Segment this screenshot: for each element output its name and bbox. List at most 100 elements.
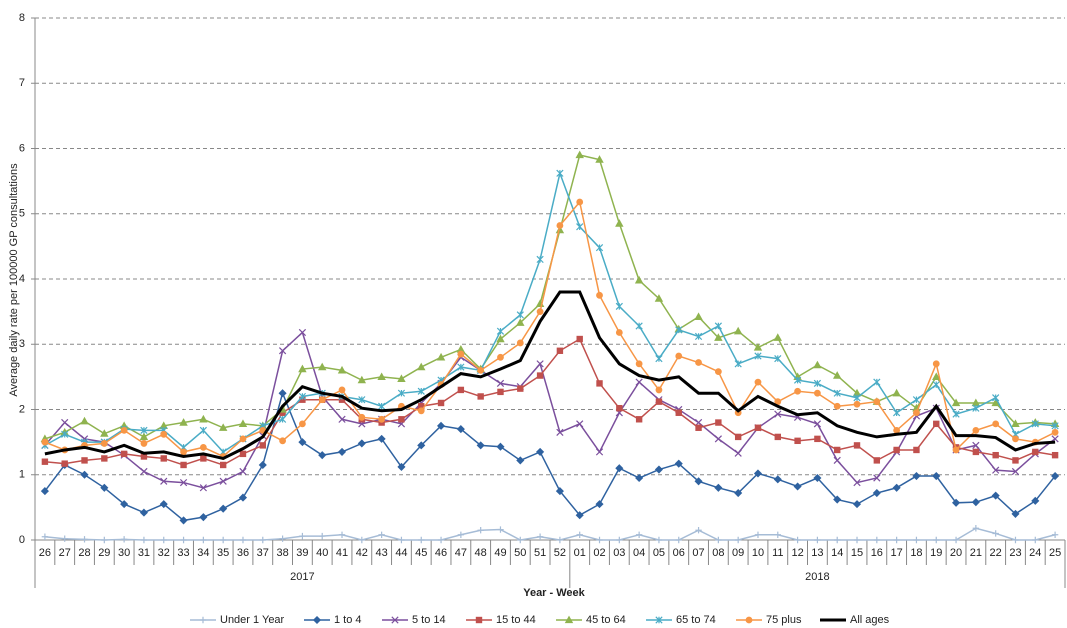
marker xyxy=(912,396,921,404)
marker xyxy=(437,421,446,430)
marker xyxy=(675,536,682,544)
marker xyxy=(140,467,148,476)
marker xyxy=(655,398,663,405)
marker xyxy=(556,222,564,229)
marker xyxy=(972,441,980,450)
marker xyxy=(616,404,623,412)
marker xyxy=(477,366,485,374)
marker xyxy=(338,531,346,538)
marker xyxy=(892,483,901,492)
line xyxy=(44,200,1056,458)
marker xyxy=(417,362,426,371)
marker xyxy=(160,455,167,462)
marker xyxy=(536,308,544,316)
marker xyxy=(199,414,208,423)
marker xyxy=(319,532,326,540)
marker xyxy=(913,536,920,544)
legend-label: Under 1 Year xyxy=(220,614,285,626)
marker xyxy=(555,487,564,496)
marker xyxy=(199,513,208,522)
x-tick-label: 34 xyxy=(197,547,209,559)
x-tick-label: 17 xyxy=(891,547,903,559)
line xyxy=(44,290,1056,461)
x-tick-label: 28 xyxy=(78,547,90,559)
x-tick-label: 48 xyxy=(475,547,487,559)
marker xyxy=(418,536,425,544)
line xyxy=(44,527,1056,541)
marker xyxy=(952,536,960,544)
marker xyxy=(391,616,399,624)
marker xyxy=(337,447,347,456)
marker xyxy=(180,536,187,544)
marker xyxy=(813,473,822,483)
x-tick-label: 27 xyxy=(59,547,71,559)
marker xyxy=(1031,496,1040,505)
x-tick-label: 35 xyxy=(217,547,229,559)
marker xyxy=(279,437,286,445)
marker xyxy=(834,446,841,454)
marker xyxy=(635,322,643,330)
marker xyxy=(457,350,465,358)
marker xyxy=(675,409,682,416)
marker xyxy=(298,392,307,401)
marker xyxy=(1012,435,1019,443)
x-tick-label: 37 xyxy=(257,547,269,559)
x-tick-label: 49 xyxy=(494,547,506,559)
marker xyxy=(675,352,683,360)
marker xyxy=(675,326,683,334)
marker xyxy=(100,440,108,447)
marker xyxy=(734,433,742,441)
marker xyxy=(714,333,723,341)
marker xyxy=(219,536,227,544)
x-tick-label: 19 xyxy=(930,547,942,559)
line xyxy=(44,331,1056,489)
marker xyxy=(299,532,306,540)
marker xyxy=(873,457,881,464)
marker xyxy=(417,441,426,450)
marker xyxy=(853,394,861,402)
x-tick-label: 39 xyxy=(296,547,308,559)
marker xyxy=(833,389,841,397)
marker xyxy=(852,500,862,509)
y-tick-label: 8 xyxy=(19,12,25,24)
marker xyxy=(61,460,68,467)
marker xyxy=(873,378,881,386)
marker xyxy=(814,536,821,544)
marker xyxy=(951,398,961,407)
marker xyxy=(120,500,129,509)
marker xyxy=(378,415,386,423)
marker xyxy=(377,372,386,381)
marker xyxy=(913,409,920,417)
x-axis-title: Year - Week xyxy=(523,587,585,599)
marker xyxy=(754,378,762,386)
marker xyxy=(753,469,763,478)
marker xyxy=(576,420,584,428)
marker xyxy=(358,413,366,421)
marker xyxy=(140,536,148,544)
marker xyxy=(457,386,465,394)
marker xyxy=(357,439,366,448)
marker xyxy=(655,354,663,363)
marker xyxy=(932,472,941,481)
series xyxy=(40,389,1060,525)
x-tick-label: 09 xyxy=(732,547,744,559)
marker xyxy=(635,473,644,483)
marker xyxy=(139,432,149,441)
marker xyxy=(496,334,505,343)
marker xyxy=(219,461,227,469)
marker xyxy=(239,450,247,458)
x-tick-label: 40 xyxy=(316,547,328,559)
marker xyxy=(694,312,703,321)
marker xyxy=(239,536,247,544)
marker xyxy=(312,615,322,625)
marker xyxy=(160,477,168,485)
marker xyxy=(179,516,188,525)
y-tick-label: 5 xyxy=(19,208,25,220)
marker xyxy=(813,420,822,428)
x-tick-label: 07 xyxy=(692,547,704,559)
marker xyxy=(1011,467,1020,476)
x-tick-label: 01 xyxy=(574,547,586,559)
x-tick-label: 26 xyxy=(39,547,51,559)
marker xyxy=(200,455,207,462)
marker xyxy=(61,430,69,438)
